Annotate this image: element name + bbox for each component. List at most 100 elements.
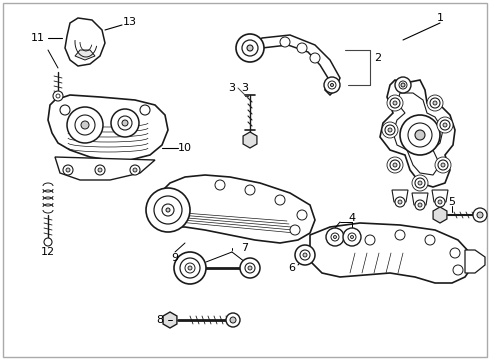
Circle shape	[154, 196, 182, 224]
Circle shape	[433, 101, 437, 105]
Text: 1: 1	[437, 13, 443, 23]
Circle shape	[174, 252, 206, 284]
Circle shape	[328, 81, 336, 89]
Circle shape	[393, 101, 397, 105]
Polygon shape	[150, 175, 315, 243]
Circle shape	[248, 266, 252, 270]
Circle shape	[185, 263, 195, 273]
Circle shape	[401, 83, 405, 87]
Text: 11: 11	[31, 33, 45, 43]
Polygon shape	[393, 93, 443, 175]
Circle shape	[427, 95, 443, 111]
Polygon shape	[310, 223, 472, 283]
Circle shape	[390, 98, 400, 108]
Circle shape	[453, 265, 463, 275]
Circle shape	[236, 34, 264, 62]
Circle shape	[443, 123, 447, 127]
Circle shape	[441, 163, 445, 167]
Circle shape	[242, 40, 258, 56]
Circle shape	[75, 115, 95, 135]
Circle shape	[326, 228, 344, 246]
Circle shape	[334, 235, 337, 239]
Circle shape	[240, 258, 260, 278]
Text: 6: 6	[289, 263, 295, 273]
Circle shape	[387, 157, 403, 173]
Circle shape	[390, 160, 400, 170]
Circle shape	[324, 77, 340, 93]
Circle shape	[188, 266, 192, 270]
Text: 3: 3	[242, 83, 248, 93]
Circle shape	[399, 81, 407, 89]
Circle shape	[146, 188, 190, 232]
Circle shape	[477, 212, 483, 218]
Circle shape	[440, 120, 450, 130]
Circle shape	[415, 200, 425, 210]
Text: 10: 10	[178, 143, 192, 153]
Text: 2: 2	[374, 53, 382, 63]
Circle shape	[303, 253, 307, 257]
Polygon shape	[432, 190, 448, 202]
Circle shape	[331, 233, 339, 241]
Circle shape	[387, 95, 403, 111]
Polygon shape	[243, 132, 257, 148]
Circle shape	[166, 208, 170, 212]
Circle shape	[395, 230, 405, 240]
Polygon shape	[163, 312, 177, 328]
Circle shape	[180, 258, 200, 278]
Circle shape	[473, 208, 487, 222]
Circle shape	[438, 160, 448, 170]
Circle shape	[56, 94, 60, 98]
Circle shape	[290, 225, 300, 235]
Circle shape	[162, 204, 174, 216]
Text: 13: 13	[123, 17, 137, 27]
Circle shape	[418, 181, 422, 185]
Circle shape	[330, 84, 334, 86]
Circle shape	[295, 245, 315, 265]
Circle shape	[350, 235, 353, 239]
Circle shape	[430, 98, 440, 108]
Circle shape	[395, 77, 411, 93]
Circle shape	[400, 115, 440, 155]
Circle shape	[382, 122, 398, 138]
Text: 8: 8	[156, 315, 164, 325]
Circle shape	[343, 228, 361, 246]
Polygon shape	[392, 190, 408, 202]
Text: 5: 5	[448, 197, 456, 207]
Circle shape	[412, 175, 428, 191]
Polygon shape	[465, 250, 485, 273]
Polygon shape	[433, 207, 447, 223]
Circle shape	[418, 203, 422, 207]
Circle shape	[395, 197, 405, 207]
Circle shape	[435, 197, 445, 207]
Circle shape	[415, 178, 425, 188]
Circle shape	[398, 200, 402, 204]
Circle shape	[425, 235, 435, 245]
Circle shape	[60, 105, 70, 115]
Circle shape	[438, 200, 442, 204]
Polygon shape	[55, 157, 155, 180]
Text: 9: 9	[172, 253, 178, 263]
Circle shape	[98, 168, 102, 172]
Circle shape	[365, 235, 375, 245]
Polygon shape	[65, 18, 105, 66]
Circle shape	[95, 165, 105, 175]
Circle shape	[348, 233, 356, 241]
Circle shape	[118, 116, 132, 130]
Circle shape	[415, 130, 425, 140]
Circle shape	[408, 123, 432, 147]
Circle shape	[122, 120, 128, 126]
Circle shape	[280, 37, 290, 47]
Polygon shape	[253, 35, 340, 95]
Circle shape	[53, 91, 63, 101]
Text: 7: 7	[242, 243, 248, 253]
Circle shape	[66, 168, 70, 172]
Circle shape	[310, 53, 320, 63]
Text: 12: 12	[41, 247, 55, 257]
Circle shape	[226, 313, 240, 327]
Circle shape	[111, 109, 139, 137]
Circle shape	[297, 210, 307, 220]
Circle shape	[130, 165, 140, 175]
Circle shape	[133, 168, 137, 172]
Circle shape	[44, 238, 52, 246]
Circle shape	[245, 185, 255, 195]
